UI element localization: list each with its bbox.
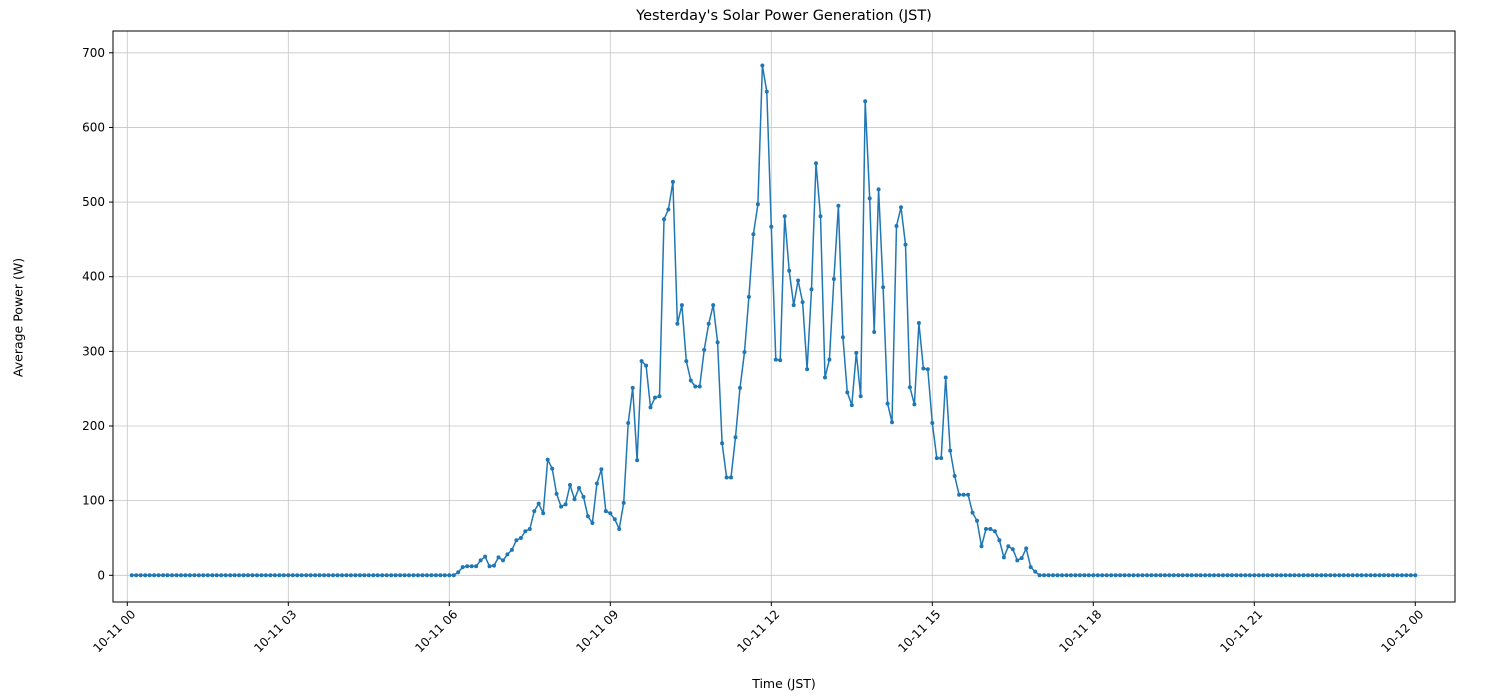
y-tick-label: 500 [82, 195, 105, 209]
x-tick-label: 10-11 21 [1217, 607, 1265, 655]
x-tick-label: 10-11 06 [412, 607, 460, 655]
x-axis-label: Time (JST) [752, 676, 816, 691]
grid-lines [113, 31, 1455, 602]
x-tick-label: 10-11 03 [251, 607, 299, 655]
y-tick-label: 100 [82, 494, 105, 508]
chart-title: Yesterday's Solar Power Generation (JST) [636, 8, 932, 24]
x-tick-label: 10-11 15 [895, 607, 943, 655]
x-tick-label: 10-11 09 [573, 607, 621, 655]
x-tick-label: 10-11 18 [1056, 607, 1104, 655]
power-line-series [131, 64, 1416, 577]
x-tick-label: 10-11 00 [90, 607, 138, 655]
x-tick-label: 10-12 00 [1378, 607, 1426, 655]
x-axis-ticks: 10-11 00 10-11 03 10-11 06 10-11 09 10-11 12… [90, 602, 1426, 655]
y-axis-ticks: 0 100 200 300 400 500 600 700 [82, 46, 113, 582]
y-tick-label: 200 [82, 419, 105, 433]
axes-frame [112, 30, 1456, 603]
x-tick-label: 10-11 12 [734, 607, 782, 655]
y-tick-label: 300 [82, 344, 105, 358]
y-tick-label: 400 [82, 270, 105, 284]
y-tick-label: 0 [97, 568, 105, 582]
y-tick-label: 700 [82, 46, 105, 60]
y-tick-label: 600 [82, 120, 105, 134]
data-point-markers [129, 63, 1418, 578]
